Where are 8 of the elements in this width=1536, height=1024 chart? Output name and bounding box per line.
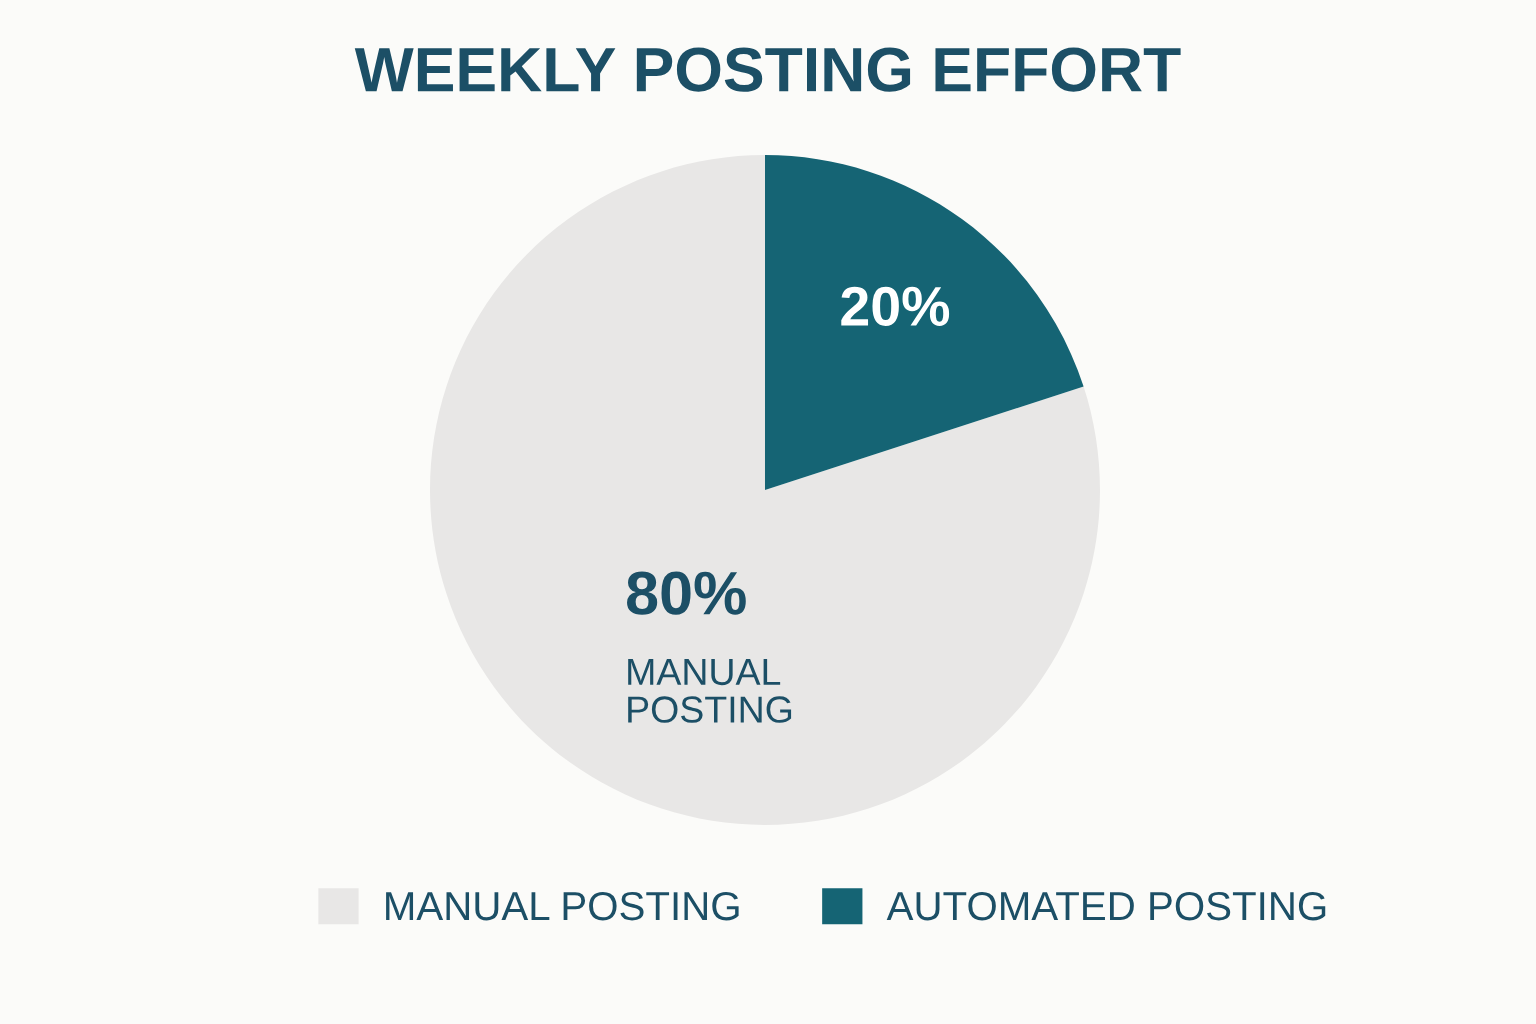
text: MANUAL POSTING (628, 659, 792, 723)
legend-label: MANUAL POSTING (386, 891, 739, 921)
chart-title: WEEKLY POSTING EFFORT (354, 47, 1181, 92)
data-label: 80% (627, 571, 746, 615)
legend-label: AUTOMATED POSTING (886, 891, 1326, 921)
pie-slice (765, 155, 1084, 490)
data-label: 20% (841, 286, 950, 327)
pie-slice (430, 155, 1100, 825)
